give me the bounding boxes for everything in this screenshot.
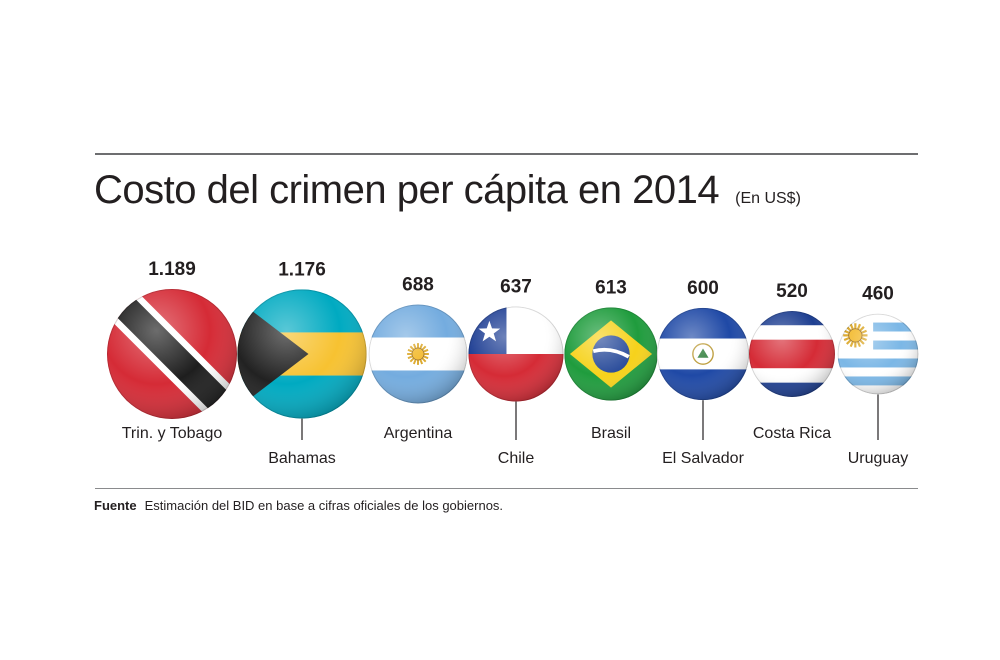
country-label: Uruguay bbox=[848, 450, 908, 467]
country-label: Bahamas bbox=[268, 450, 336, 467]
chart-unit-subtitle: (En US$) bbox=[735, 190, 801, 207]
country-label: Chile bbox=[498, 450, 535, 467]
brazil-flag-icon bbox=[564, 307, 658, 401]
value-label: 1.189 bbox=[148, 259, 196, 280]
chile-flag-icon bbox=[468, 306, 564, 402]
connector-lines bbox=[301, 394, 879, 440]
uruguay-flag-icon bbox=[837, 313, 919, 395]
chart-title: Costo del crimen per cápita en 2014 bbox=[94, 168, 720, 212]
country-labels: Trin. y Tobago Bahamas Argentina Chile Brasi… bbox=[122, 425, 908, 467]
costa-rica-flag-icon bbox=[749, 311, 835, 397]
value-label: 520 bbox=[776, 281, 808, 302]
bahamas-flag-icon bbox=[237, 289, 367, 419]
country-label: Brasil bbox=[591, 425, 631, 442]
country-label: Argentina bbox=[384, 425, 453, 442]
source-label: Fuente bbox=[94, 498, 137, 513]
value-label: 637 bbox=[500, 276, 532, 297]
source-note: Fuente Estimación del BID en base a cifra… bbox=[94, 498, 503, 513]
argentina-flag-icon bbox=[368, 304, 468, 404]
bottom-rule bbox=[95, 488, 918, 489]
top-rule bbox=[95, 153, 918, 155]
value-labels: 1.189 1.176 688 637 613 600 520 460 bbox=[148, 259, 894, 305]
country-label: El Salvador bbox=[662, 450, 744, 467]
value-label: 613 bbox=[595, 277, 627, 298]
title-block: Costo del crimen per cápita en 2014 (En U… bbox=[94, 168, 801, 213]
source-text: Estimación del BID en base a cifras ofic… bbox=[144, 498, 504, 513]
value-label: 460 bbox=[862, 284, 894, 305]
bubble-chart: 1.189 1.176 688 637 613 600 520 460 Trin. y Tob… bbox=[107, 259, 919, 467]
value-label: 1.176 bbox=[278, 259, 326, 280]
el-salvador-flag-icon bbox=[656, 307, 750, 401]
value-label: 688 bbox=[402, 275, 434, 296]
country-label: Costa Rica bbox=[753, 425, 831, 442]
value-label: 600 bbox=[687, 278, 719, 299]
trinidad-tobago-flag-icon bbox=[107, 289, 237, 419]
flag-bubbles bbox=[107, 289, 919, 419]
country-label: Trin. y Tobago bbox=[122, 425, 223, 442]
